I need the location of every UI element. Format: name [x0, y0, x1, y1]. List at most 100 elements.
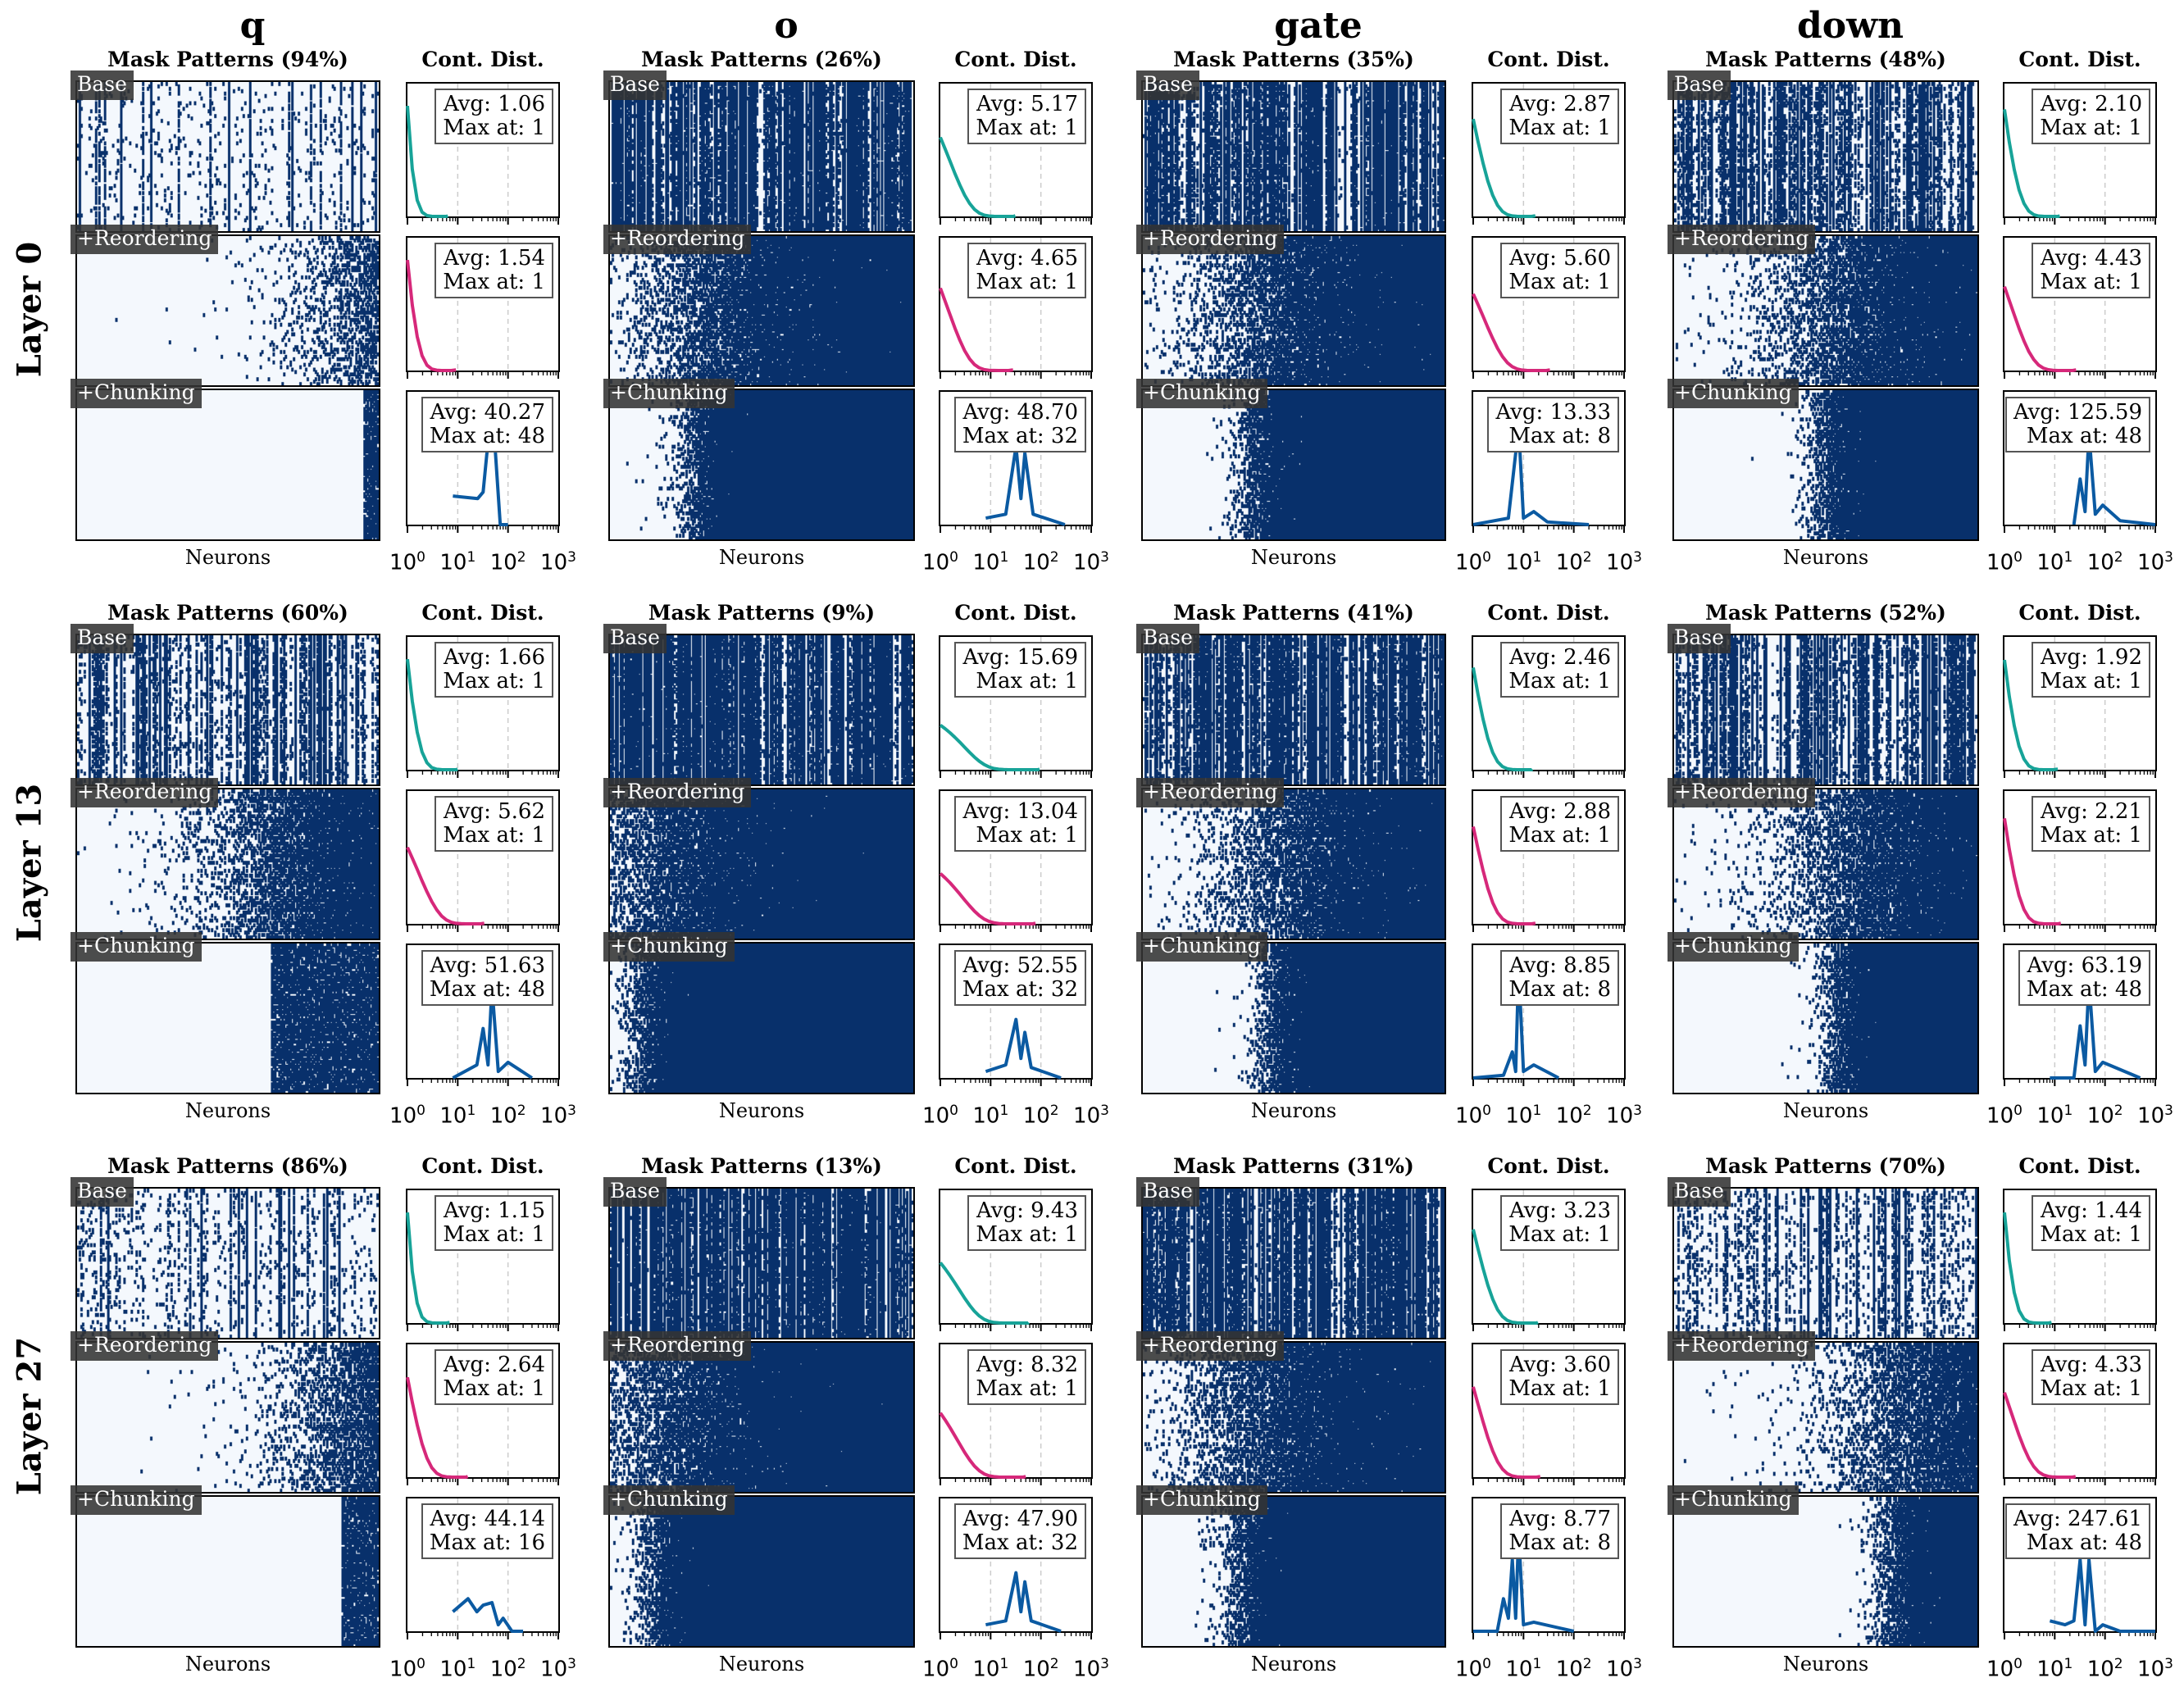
variant-label: +Reordering: [603, 1331, 752, 1361]
max-at-value: Max at: 16: [429, 1530, 545, 1555]
avg-value: Avg: 15.69: [962, 645, 1078, 670]
variant-label: +Chunking: [1668, 379, 1799, 408]
max-at-value: Max at: 1: [443, 116, 545, 140]
stats-box: Avg: 51.63 Max at: 48: [421, 950, 553, 1006]
x-tick-label: 100: [389, 549, 425, 575]
mask-canvas: [610, 236, 913, 385]
mask-canvas: [1143, 236, 1445, 385]
mask-heatmap: [1141, 1495, 1446, 1648]
x-tick-label: 103: [1606, 549, 1642, 575]
variant-label: +Reordering: [1136, 778, 1285, 807]
x-tick-label: 102: [489, 1103, 526, 1129]
cont-dist-plot: Avg: 1.44 Max at: 1: [2003, 1189, 2157, 1331]
mask-canvas: [610, 1497, 913, 1646]
cont-dist-plot: Avg: 2.87 Max at: 1: [1472, 82, 1626, 225]
avg-value: Avg: 125.59: [2013, 400, 2142, 425]
mask-canvas: [610, 1343, 913, 1492]
x-axis-label: Neurons: [1250, 546, 1337, 569]
distribution-curve: [939, 238, 1092, 379]
stats-box: Avg: 13.33 Max at: 8: [1487, 397, 1619, 452]
cont-dist-title: Cont. Dist.: [954, 1154, 1077, 1178]
mask-canvas: [1143, 1497, 1445, 1646]
column-title: q: [239, 5, 266, 47]
mask-heatmap: [1141, 80, 1446, 233]
mask-heatmap: [608, 1187, 915, 1339]
x-tick-label: 102: [2086, 549, 2123, 575]
variant-label: Base: [71, 624, 134, 653]
cont-dist-plot: Avg: 2.10 Max at: 1: [2003, 82, 2157, 225]
mask-heatmap: [1672, 234, 1979, 387]
stats-box: Avg: 8.77 Max at: 8: [1500, 1503, 1619, 1559]
stats-box: Avg: 52.55 Max at: 32: [953, 950, 1086, 1006]
mask-canvas: [1674, 789, 1977, 939]
x-tick-label: 102: [1022, 1103, 1059, 1129]
cont-dist-plot: Avg: 9.43 Max at: 1: [939, 1189, 1093, 1331]
max-at-value: Max at: 1: [443, 823, 545, 848]
stats-box: Avg: 4.33 Max at: 1: [2032, 1349, 2150, 1405]
avg-value: Avg: 247.61: [2013, 1507, 2142, 1531]
x-tick-label: 103: [1606, 1103, 1642, 1129]
variant-label: +Chunking: [1136, 1485, 1267, 1515]
max-at-value: Max at: 1: [2040, 1376, 2142, 1401]
stats-box: Avg: 2.64 Max at: 1: [435, 1349, 553, 1405]
cont-dist-title: Cont. Dist.: [954, 601, 1077, 625]
max-at-value: Max at: 1: [2040, 1222, 2142, 1247]
cont-dist-plot: Avg: 13.04 Max at: 1: [939, 789, 1093, 932]
x-tick-label: 103: [540, 1656, 576, 1682]
max-at-value: Max at: 1: [443, 669, 545, 693]
cont-dist-plot: Avg: 247.61 Max at: 48: [2003, 1497, 2157, 1639]
mask-canvas: [1143, 635, 1445, 784]
stats-box: Avg: 1.15 Max at: 1: [435, 1195, 553, 1251]
mask-patterns-title: Mask Patterns (52%): [1705, 601, 1946, 625]
mask-canvas: [1674, 82, 1977, 231]
avg-value: Avg: 5.17: [976, 92, 1078, 116]
max-at-value: Max at: 1: [1508, 669, 1611, 693]
avg-value: Avg: 4.43: [2041, 246, 2142, 271]
variant-label: +Reordering: [1136, 225, 1285, 254]
distribution-curve: [940, 1498, 1092, 1639]
max-at-value: Max at: 1: [1508, 270, 1611, 294]
x-tick-label: 102: [1022, 1656, 1059, 1682]
max-at-value: Max at: 1: [976, 116, 1078, 140]
cont-dist-plot: Avg: 2.46 Max at: 1: [1472, 635, 1626, 778]
mask-heatmap: [608, 234, 915, 387]
mask-heatmap: [75, 1341, 380, 1494]
stats-box: Avg: 2.46 Max at: 1: [1500, 642, 1619, 698]
max-at-value: Max at: 1: [443, 270, 545, 294]
cont-dist-plot: Avg: 2.88 Max at: 1: [1472, 789, 1626, 932]
variant-label: Base: [1136, 70, 1199, 100]
variant-label: Base: [603, 70, 667, 100]
mask-heatmap: [1672, 634, 1979, 786]
mask-heatmap: [608, 634, 915, 786]
x-tick-label: 103: [1073, 1103, 1109, 1129]
avg-value: Avg: 51.63: [430, 953, 545, 978]
cont-dist-plot: Avg: 1.66 Max at: 1: [406, 635, 560, 778]
row-title: Layer 13: [10, 783, 49, 943]
mask-patterns-title: Mask Patterns (86%): [107, 1154, 348, 1178]
x-tick-label: 102: [1022, 549, 1059, 575]
mask-patterns-title: Mask Patterns (94%): [107, 48, 348, 71]
variant-label: Base: [1136, 1177, 1199, 1207]
stats-box: Avg: 1.66 Max at: 1: [435, 642, 553, 698]
x-tick-label: 101: [1505, 1656, 1542, 1682]
mask-heatmap: [75, 389, 380, 541]
distribution-curve: [2004, 945, 2156, 1086]
max-at-value: Max at: 1: [1508, 1222, 1611, 1247]
mask-heatmap: [75, 234, 380, 387]
cont-dist-plot: Avg: 44.14 Max at: 16: [406, 1497, 560, 1639]
mask-heatmap: [608, 389, 915, 541]
cont-dist-plot: Avg: 5.17 Max at: 1: [939, 82, 1093, 225]
avg-value: Avg: 3.23: [1509, 1198, 1611, 1223]
column-title: gate: [1274, 5, 1363, 47]
mask-canvas: [1143, 1343, 1445, 1492]
cont-dist-plot: Avg: 3.23 Max at: 1: [1472, 1189, 1626, 1331]
mask-heatmap: [1141, 634, 1446, 786]
mask-patterns-title: Mask Patterns (13%): [641, 1154, 882, 1178]
variant-label: +Chunking: [603, 932, 735, 962]
x-tick-label: 101: [1505, 1103, 1542, 1129]
mask-canvas: [610, 635, 913, 784]
stats-box: Avg: 8.85 Max at: 8: [1500, 950, 1619, 1006]
variant-label: Base: [603, 624, 667, 653]
x-tick-label: 100: [1986, 1656, 2022, 1682]
variant-label: +Reordering: [71, 1331, 219, 1361]
